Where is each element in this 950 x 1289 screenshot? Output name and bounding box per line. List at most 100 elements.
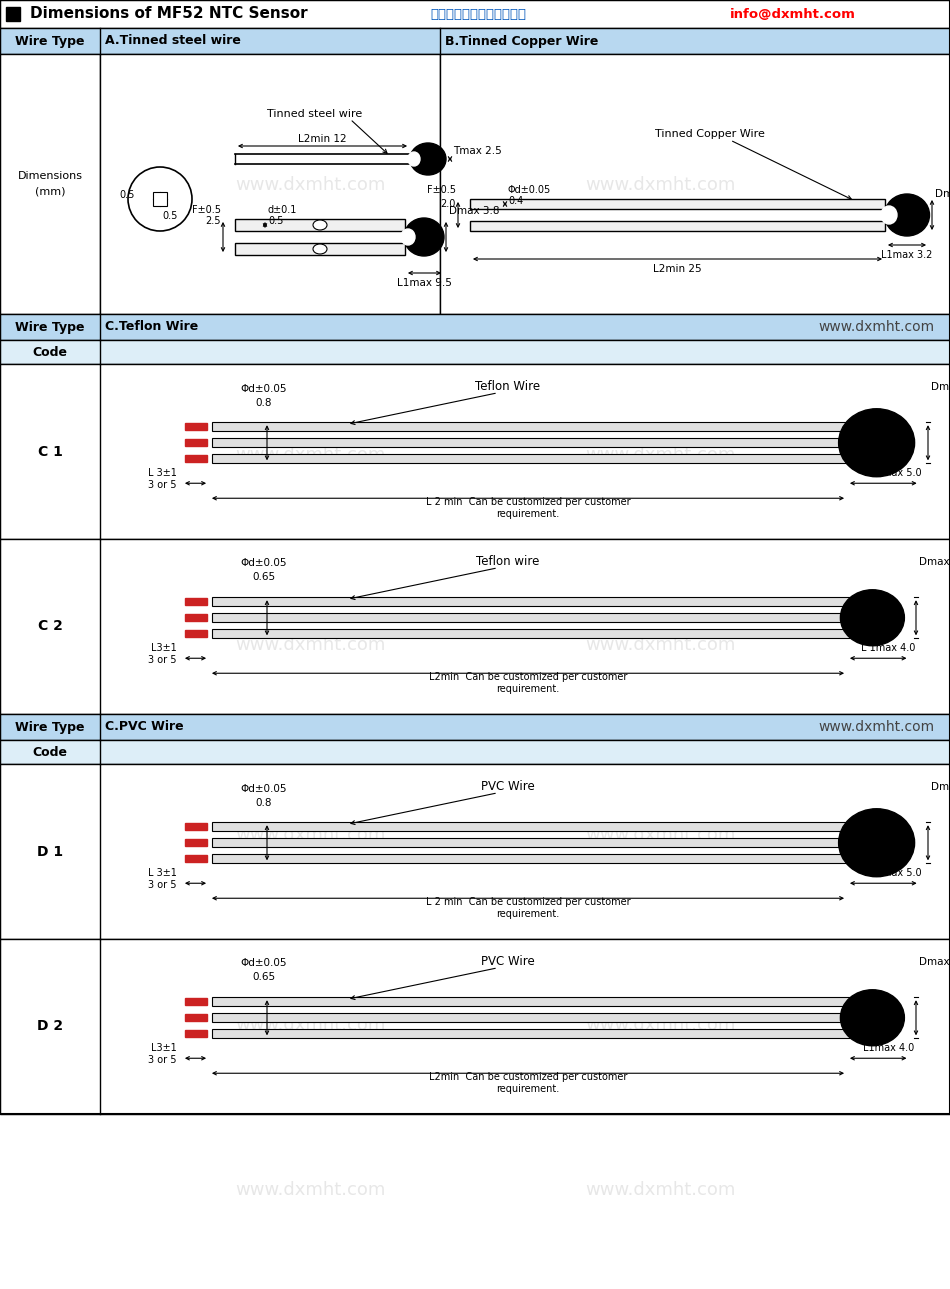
Bar — [235, 219, 405, 231]
Bar — [185, 839, 207, 847]
Text: C 2: C 2 — [38, 620, 63, 633]
Bar — [212, 998, 850, 1007]
Bar — [470, 199, 885, 209]
Text: PVC Wire: PVC Wire — [481, 955, 535, 968]
Text: 0.5: 0.5 — [268, 217, 283, 226]
Text: C 1: C 1 — [38, 445, 63, 459]
Text: F±0.5: F±0.5 — [192, 205, 221, 215]
Text: D 1: D 1 — [37, 844, 63, 858]
Ellipse shape — [841, 590, 904, 646]
Bar — [470, 220, 885, 231]
Text: L2min  Can be customized per customer
requirement.: L2min Can be customized per customer req… — [428, 673, 627, 693]
Bar — [212, 629, 850, 638]
Bar — [212, 423, 850, 432]
Bar — [153, 192, 167, 206]
Text: www.dxmht.com: www.dxmht.com — [585, 826, 735, 844]
Bar — [0, 54, 100, 315]
Ellipse shape — [401, 229, 415, 245]
Ellipse shape — [881, 206, 897, 224]
Text: L 2 min  Can be customized per customer
requirement.: L 2 min Can be customized per customer r… — [426, 897, 630, 919]
Text: 3 or 5: 3 or 5 — [148, 1056, 177, 1065]
Text: www.dxmht.com: www.dxmht.com — [235, 1016, 385, 1034]
Bar — [185, 598, 207, 606]
Text: Wire Type: Wire Type — [15, 321, 85, 334]
Bar — [185, 998, 207, 1005]
Text: www.dxmht.com: www.dxmht.com — [585, 1016, 735, 1034]
Ellipse shape — [884, 195, 929, 236]
Text: C.PVC Wire: C.PVC Wire — [105, 721, 183, 733]
Text: Tinned Copper Wire: Tinned Copper Wire — [656, 129, 765, 139]
Text: 0.5: 0.5 — [162, 211, 178, 220]
Text: Wire Type: Wire Type — [15, 35, 85, 48]
Text: Dmax 3.5: Dmax 3.5 — [931, 781, 950, 791]
Text: www.dxmht.com: www.dxmht.com — [235, 177, 385, 195]
Bar — [0, 740, 950, 764]
Text: Φd±0.05: Φd±0.05 — [240, 959, 287, 968]
Ellipse shape — [404, 218, 444, 257]
Ellipse shape — [408, 152, 420, 166]
Ellipse shape — [313, 244, 327, 254]
Text: Dmax 3.8: Dmax 3.8 — [449, 206, 500, 217]
Bar — [185, 1030, 207, 1038]
Ellipse shape — [841, 990, 904, 1045]
Bar — [212, 822, 850, 831]
Bar — [185, 824, 207, 830]
Text: www.dxmht.com: www.dxmht.com — [235, 1181, 385, 1199]
Bar — [0, 340, 950, 363]
Bar — [212, 614, 850, 623]
Text: L 1 max 5.0: L 1 max 5.0 — [864, 468, 922, 478]
Bar — [235, 244, 405, 255]
Text: L1max 3.2: L1max 3.2 — [882, 250, 933, 260]
Text: (mm): (mm) — [35, 187, 66, 197]
Text: www.dxmht.com: www.dxmht.com — [235, 446, 385, 464]
Text: Dmax 3.5: Dmax 3.5 — [931, 382, 950, 392]
Bar — [185, 1014, 207, 1021]
Text: Wire Type: Wire Type — [15, 721, 85, 733]
Text: L1max 9.5: L1max 9.5 — [397, 278, 452, 287]
Bar — [0, 539, 950, 714]
Text: Dmax 2.8: Dmax 2.8 — [935, 189, 950, 199]
Bar — [212, 1029, 850, 1038]
Text: D 2: D 2 — [37, 1020, 63, 1034]
Text: www.dxmht.com: www.dxmht.com — [585, 446, 735, 464]
Text: 0.65: 0.65 — [253, 572, 276, 583]
Text: Φd±0.05: Φd±0.05 — [240, 784, 287, 794]
Text: 3 or 5: 3 or 5 — [148, 655, 177, 665]
Text: Code: Code — [32, 345, 67, 358]
Text: www.dxmht.com: www.dxmht.com — [235, 635, 385, 654]
Text: L3±1: L3±1 — [151, 1043, 177, 1053]
Text: Tmax 2.5: Tmax 2.5 — [453, 146, 502, 156]
Text: Φd±0.05: Φd±0.05 — [240, 384, 287, 393]
Bar — [212, 597, 850, 606]
Text: d±0.1: d±0.1 — [268, 205, 297, 215]
Bar — [0, 938, 950, 1114]
Text: A.Tinned steel wire: A.Tinned steel wire — [105, 35, 241, 48]
Text: L 3±1: L 3±1 — [148, 869, 177, 878]
Text: L3±1: L3±1 — [151, 643, 177, 654]
Bar — [0, 28, 950, 54]
Text: L 1max 4.0: L 1max 4.0 — [861, 643, 916, 654]
Text: 3 or 5: 3 or 5 — [148, 481, 177, 490]
Text: 0.8: 0.8 — [256, 798, 273, 807]
Bar — [0, 363, 950, 539]
Text: F±0.5: F±0.5 — [427, 186, 456, 195]
Text: www.dxmht.com: www.dxmht.com — [235, 826, 385, 844]
Text: Dmax 3.0: Dmax 3.0 — [919, 956, 950, 967]
Text: info@dxmht.com: info@dxmht.com — [730, 8, 856, 21]
Text: Tinned steel wire: Tinned steel wire — [267, 110, 363, 119]
Text: Dimensions of MF52 NTC Sensor: Dimensions of MF52 NTC Sensor — [30, 6, 308, 22]
Bar — [185, 423, 207, 431]
Ellipse shape — [839, 808, 915, 877]
Text: L 2 min  Can be customized per customer
requirement.: L 2 min Can be customized per customer r… — [426, 498, 630, 519]
Bar — [0, 714, 950, 740]
Text: www.dxmht.com: www.dxmht.com — [819, 320, 935, 334]
Text: L2min  Can be customized per customer
requirement.: L2min Can be customized per customer req… — [428, 1072, 627, 1094]
Bar — [100, 54, 440, 315]
Bar — [212, 1013, 850, 1022]
Text: Code: Code — [32, 745, 67, 758]
Text: www.dxmht.com: www.dxmht.com — [819, 721, 935, 733]
Bar — [0, 0, 950, 28]
Bar — [212, 855, 850, 864]
Text: 3 or 5: 3 or 5 — [148, 880, 177, 891]
Text: 2.0: 2.0 — [441, 199, 456, 209]
